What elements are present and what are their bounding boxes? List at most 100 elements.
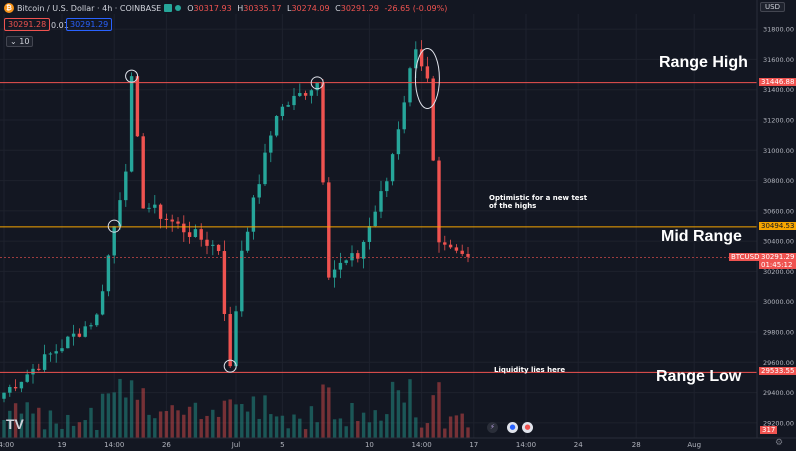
time-tick-label: 10 (365, 441, 374, 449)
volume-bar (257, 418, 261, 438)
volume-bar (408, 379, 412, 438)
candle-body (31, 368, 35, 375)
chevron-down-icon: ⌄ (10, 37, 17, 46)
volume-bar (31, 413, 35, 438)
price-tag-range-low: 29533.55 (759, 367, 796, 376)
price-tick-label: 29200.00 (763, 419, 794, 427)
symbol-title[interactable]: Bitcoin / U.S. Dollar · 4h · COINBASE (17, 3, 162, 13)
volume-bars (2, 378, 470, 438)
us-flag-icon-2[interactable]: ● (522, 422, 533, 433)
candle-body (367, 226, 372, 242)
volume-bar (286, 428, 290, 438)
volume-bar (66, 414, 70, 438)
volume-bar (292, 414, 296, 438)
time-axis: 14:00 19 14:00 26 Jul 5 10 14:00 17 14:00 24 28 Aug (0, 437, 796, 449)
time-tick-label: 26 (162, 441, 171, 449)
indicators-toggle[interactable]: ⌄ 10 (6, 36, 34, 47)
candle-body (222, 251, 227, 315)
volume-bar (54, 423, 58, 438)
buy-button[interactable]: 30291.29 (66, 18, 113, 31)
time-tick-label: 14:00 (104, 441, 124, 449)
volume-bar (240, 404, 244, 438)
price-tick-label: 31600.00 (763, 56, 794, 64)
time-tick-label: Jul (231, 441, 241, 449)
volume-bar (118, 378, 122, 438)
volume-bar (402, 402, 406, 438)
circle-annotation (125, 69, 139, 83)
chart-legend: ₿ Bitcoin / U.S. Dollar · 4h · COINBASE … (4, 3, 447, 13)
volume-bar (385, 414, 389, 438)
flag-icon[interactable] (164, 4, 173, 12)
candle-body (228, 314, 232, 367)
candle-body (164, 218, 169, 220)
volume-bar (95, 429, 99, 438)
currency-button[interactable]: USD (760, 2, 785, 12)
time-tick-label: 5 (280, 441, 284, 449)
candle-body (443, 242, 447, 245)
volume-bar (216, 416, 221, 438)
volume-bar (338, 418, 343, 438)
market-open-icon (175, 5, 182, 11)
volume-bar (205, 415, 209, 438)
candle-body (460, 250, 464, 254)
sell-button[interactable]: 30291.28 (4, 18, 51, 31)
volume-bar (234, 404, 238, 438)
candle-body (25, 374, 29, 382)
lightning-icon[interactable]: ⚡ (487, 422, 498, 433)
price-tag-range-high: 31446.88 (759, 77, 796, 86)
candle-body (286, 105, 290, 107)
volume-bar (170, 405, 174, 438)
volume-bar (356, 421, 360, 438)
candle-body (216, 244, 221, 252)
tradingview-logo[interactable]: TV (6, 416, 24, 432)
volume-bar (193, 402, 198, 438)
candle-body (83, 326, 87, 337)
candle-body (298, 93, 302, 96)
candle-body (153, 204, 157, 208)
candle-body (466, 253, 470, 257)
time-tick-label: 28 (632, 441, 641, 449)
volume-bar (396, 390, 401, 438)
volume-bar (141, 388, 145, 438)
volume-bar (379, 420, 383, 438)
annotation-note-highs-2: of the highs (489, 202, 537, 210)
volume-bar (332, 419, 337, 438)
candle-body (176, 221, 180, 224)
volume-bar (263, 395, 267, 438)
candle-body (414, 49, 418, 69)
circle-annotation (223, 359, 237, 373)
candle-body (37, 368, 41, 370)
volume-bar (83, 420, 87, 438)
volume-bar (71, 425, 76, 438)
volume-bar (344, 426, 348, 438)
volume-bar (135, 399, 140, 438)
volume-bar (321, 384, 325, 438)
volume-bar (298, 418, 302, 438)
volume-bar (373, 410, 377, 438)
settings-gear-icon[interactable]: ⚙ (775, 438, 784, 448)
candle-body (60, 348, 64, 352)
volume-bar (269, 414, 273, 438)
price-tag-mid-range: 30494.53 (759, 221, 796, 230)
price-tick-label: 29800.00 (763, 329, 794, 337)
volume-bar (361, 412, 366, 438)
annotation-note-highs-1: Optimistic for a new test (489, 194, 588, 202)
volume-bar (176, 410, 180, 438)
price-tick-label: 30800.00 (763, 177, 794, 185)
volume-bar (100, 393, 105, 438)
ohlc-high: 30335.17 (243, 3, 282, 13)
volume-bar (42, 429, 47, 438)
volume-bar (158, 411, 163, 438)
candle-body (454, 247, 459, 251)
candle-body (13, 387, 18, 389)
us-flag-icon[interactable]: ● (507, 422, 518, 433)
volume-bar (251, 396, 256, 438)
candle-body (390, 154, 395, 182)
candle-body (100, 291, 105, 315)
volume-bar (222, 400, 227, 438)
volume-bar (37, 407, 41, 438)
candle-body (141, 136, 145, 209)
candle-body (303, 93, 308, 96)
candle-body (42, 354, 47, 370)
